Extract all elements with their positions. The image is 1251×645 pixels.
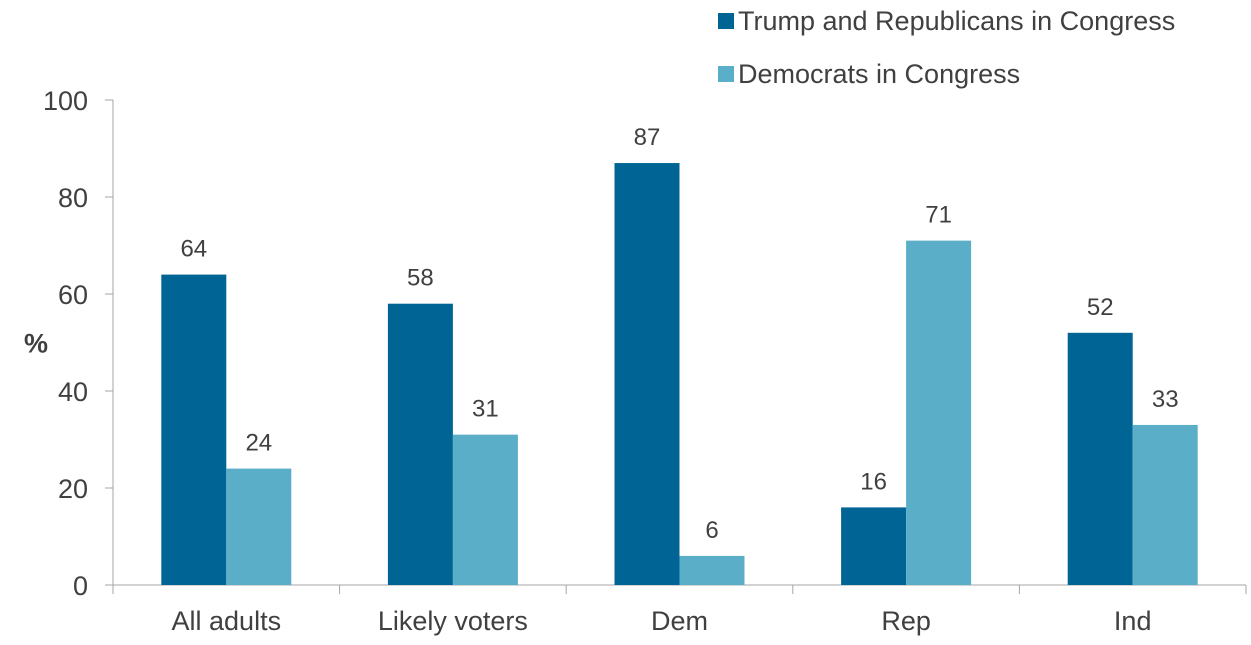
bar-trump-republicans	[841, 507, 906, 585]
y-axis-label: %	[24, 329, 48, 359]
data-label: 31	[472, 396, 499, 423]
data-label: 58	[407, 265, 434, 292]
data-label: 52	[1087, 294, 1114, 321]
data-label: 24	[245, 430, 272, 457]
x-tick-label: Likely voters	[378, 606, 528, 636]
y-tick-label: 40	[58, 377, 88, 407]
y-tick-label: 60	[58, 280, 88, 310]
bar-trump-republicans	[388, 304, 453, 585]
data-label: 87	[634, 124, 661, 151]
legend: Trump and Republicans in Congress Democra…	[718, 6, 1175, 89]
data-label: 33	[1152, 386, 1179, 413]
bar-democrats	[680, 556, 745, 585]
bar-democrats	[1133, 425, 1198, 585]
legend-swatch	[718, 13, 734, 29]
data-label: 16	[860, 468, 887, 495]
legend-label: Trump and Republicans in Congress	[738, 6, 1175, 36]
data-label: 64	[180, 236, 207, 263]
bar-trump-republicans	[1068, 333, 1133, 585]
legend-label: Democrats in Congress	[738, 59, 1020, 89]
bar-democrats	[453, 435, 518, 585]
data-label: 6	[705, 517, 718, 544]
y-tick-label: 20	[58, 474, 88, 504]
x-tick-label: Dem	[651, 606, 708, 636]
data-label: 71	[925, 202, 952, 229]
y-tick-label: 0	[73, 571, 88, 601]
x-tick-label: All adults	[172, 606, 282, 636]
x-tick-label: Ind	[1114, 606, 1152, 636]
legend-swatch	[718, 66, 734, 82]
x-tick-label: Rep	[881, 606, 931, 636]
bar-democrats	[906, 241, 971, 585]
bars	[161, 163, 1197, 585]
bar-democrats	[226, 469, 291, 585]
y-tick-label: 80	[58, 183, 88, 213]
bar-trump-republicans	[161, 275, 226, 585]
y-tick-label: 100	[43, 86, 88, 116]
bar-trump-republicans	[615, 163, 680, 585]
